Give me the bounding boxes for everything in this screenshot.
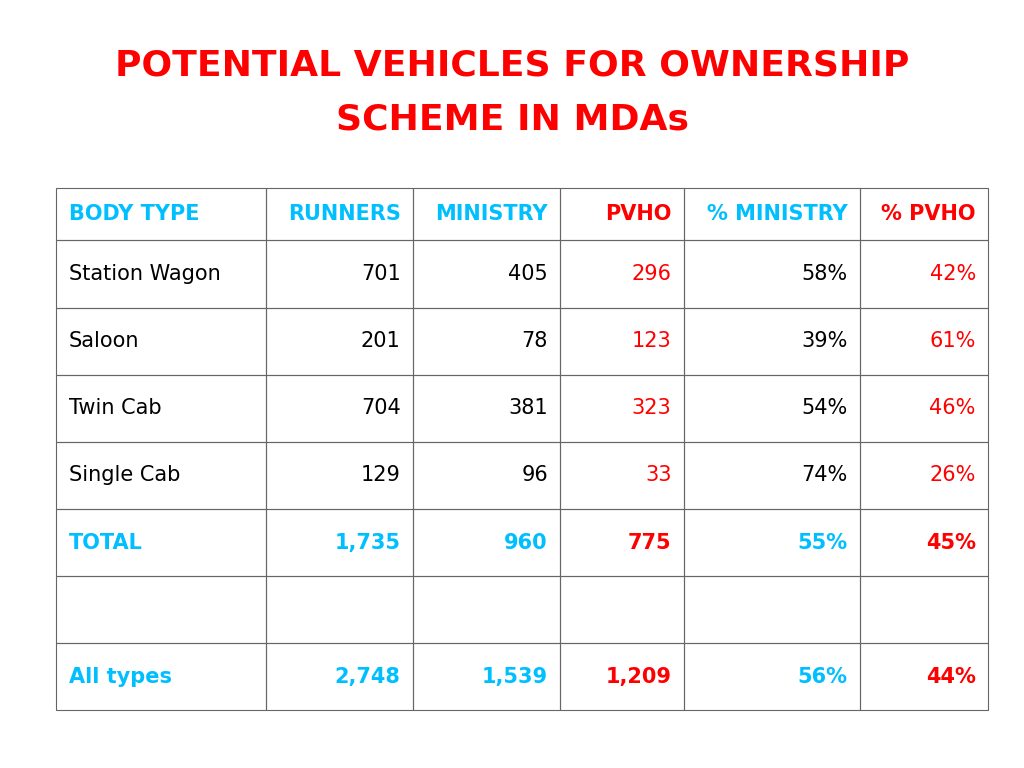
Text: 42%: 42% (930, 264, 976, 284)
Text: 775: 775 (628, 532, 672, 552)
Text: 405: 405 (508, 264, 548, 284)
Text: 58%: 58% (802, 264, 848, 284)
Text: % MINISTRY: % MINISTRY (707, 204, 848, 224)
Text: 26%: 26% (930, 465, 976, 485)
Text: 96: 96 (521, 465, 548, 485)
Text: 33: 33 (645, 465, 672, 485)
Text: TOTAL: TOTAL (69, 532, 142, 552)
Text: 54%: 54% (801, 399, 848, 419)
Text: 123: 123 (632, 331, 672, 351)
Text: SCHEME IN MDAs: SCHEME IN MDAs (336, 102, 688, 136)
Text: 78: 78 (521, 331, 548, 351)
Text: BODY TYPE: BODY TYPE (69, 204, 199, 224)
Text: 45%: 45% (926, 532, 976, 552)
Text: 323: 323 (632, 399, 672, 419)
Text: 701: 701 (360, 264, 400, 284)
Text: RUNNERS: RUNNERS (288, 204, 400, 224)
Text: 1,539: 1,539 (482, 667, 548, 687)
Text: 296: 296 (632, 264, 672, 284)
Text: 55%: 55% (798, 532, 848, 552)
Text: Saloon: Saloon (69, 331, 139, 351)
Text: 201: 201 (360, 331, 400, 351)
Text: 46%: 46% (930, 399, 976, 419)
Text: 1,735: 1,735 (335, 532, 400, 552)
Text: 381: 381 (508, 399, 548, 419)
Text: 1,209: 1,209 (605, 667, 672, 687)
Text: 44%: 44% (926, 667, 976, 687)
Text: All types: All types (69, 667, 172, 687)
Text: MINISTRY: MINISTRY (435, 204, 548, 224)
Text: Single Cab: Single Cab (69, 465, 180, 485)
Text: % PVHO: % PVHO (882, 204, 976, 224)
Text: 960: 960 (505, 532, 548, 552)
Text: 2,748: 2,748 (335, 667, 400, 687)
Text: 61%: 61% (930, 331, 976, 351)
Text: 74%: 74% (801, 465, 848, 485)
Text: 129: 129 (360, 465, 400, 485)
Text: PVHO: PVHO (605, 204, 672, 224)
Text: 704: 704 (360, 399, 400, 419)
Text: 56%: 56% (798, 667, 848, 687)
Text: 39%: 39% (801, 331, 848, 351)
Text: Station Wagon: Station Wagon (69, 264, 220, 284)
Text: POTENTIAL VEHICLES FOR OWNERSHIP: POTENTIAL VEHICLES FOR OWNERSHIP (115, 48, 909, 82)
Text: Twin Cab: Twin Cab (69, 399, 161, 419)
